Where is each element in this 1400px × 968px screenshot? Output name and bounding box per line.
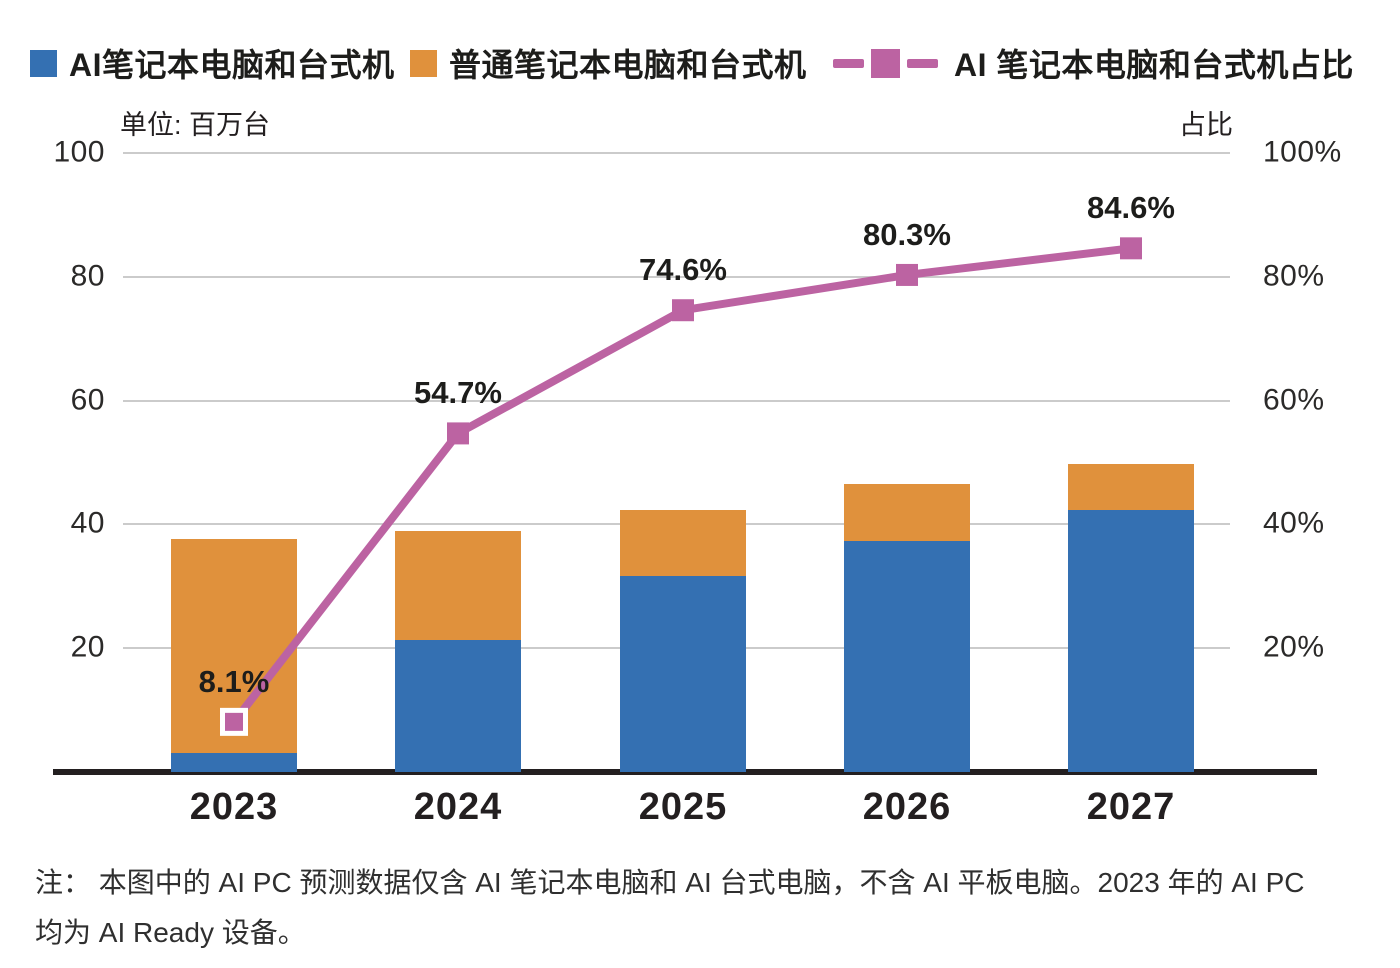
gridline — [123, 152, 1230, 154]
ratio-point-label: 80.3% — [863, 216, 951, 252]
x-axis-label-2024: 2024 — [413, 786, 503, 828]
ratio-point-label: 54.7% — [414, 375, 502, 411]
gridline — [123, 399, 1230, 402]
left-tick-label: 100 — [53, 135, 105, 169]
legend-item-label: AI 笔记本电脑和台式机占比 — [954, 47, 1354, 83]
bar-2026-ai-segment — [844, 541, 970, 772]
left-axis-unit-label: 单位: 百万台 — [120, 110, 271, 140]
bar-2027-normal-segment — [1068, 463, 1194, 511]
footnote: 注： 本图中的 AI PC 预测数据仅含 AI 笔记本电脑和 AI 台式电脑，不… — [35, 858, 1375, 958]
legend-item-label: AI笔记本电脑和台式机 — [69, 47, 395, 83]
legend-item-ai-ratio: AI 笔记本电脑和台式机占比 — [833, 44, 1354, 83]
bar-2024-normal-segment — [395, 530, 521, 641]
right-axis-unit-label: 占比 — [1179, 110, 1233, 140]
ratio-marker — [1120, 237, 1142, 260]
bar-2025-normal-segment — [620, 510, 746, 577]
left-tick-label: 20 — [70, 630, 105, 664]
x-axis-label-2027: 2027 — [1086, 786, 1176, 828]
left-tick-label: 40 — [70, 506, 105, 540]
left-tick-label: 80 — [70, 259, 105, 293]
bar-2024-ai-segment — [395, 640, 521, 772]
ratio-point-label: 74.6% — [639, 252, 727, 288]
ratio-marker — [447, 422, 469, 445]
legend-item-label: 普通笔记本电脑和台式机 — [449, 47, 807, 83]
right-tick-label: 80% — [1263, 259, 1325, 293]
x-axis-baseline — [53, 769, 1317, 775]
ratio-point-label: 84.6% — [1087, 190, 1175, 226]
right-tick-label: 100% — [1263, 135, 1342, 169]
ai-pc-swatch-icon — [30, 49, 57, 77]
right-tick-label: 60% — [1263, 382, 1325, 416]
ratio-marker — [672, 299, 694, 322]
bar-2025-ai-segment — [620, 576, 746, 772]
right-tick-label: 20% — [1263, 630, 1325, 664]
footnote-line: 注： 本图中的 AI PC 预测数据仅含 AI 笔记本电脑和 AI 台式电脑，不… — [35, 867, 1305, 898]
line-square-marker-icon — [871, 48, 900, 78]
line-dash-icon — [833, 58, 864, 68]
legend-item-normal-pc: 普通笔记本电脑和台式机 — [410, 44, 807, 83]
bar-2023-normal-segment — [171, 538, 297, 753]
line-dash-icon — [907, 58, 938, 68]
right-tick-label: 40% — [1263, 506, 1325, 540]
ratio-point-label: 8.1% — [198, 663, 270, 699]
x-axis-label-2023: 2023 — [189, 786, 279, 828]
bar-2026-normal-segment — [844, 484, 970, 542]
left-tick-label: 60 — [70, 382, 105, 416]
footnote-line: 均为 AI Ready 设备。 — [35, 917, 306, 948]
bar-2027-ai-segment — [1068, 510, 1194, 772]
bar-2023-ai-segment — [171, 752, 297, 772]
x-axis-label-2025: 2025 — [638, 786, 728, 828]
normal-pc-swatch-icon — [410, 49, 437, 77]
x-axis-label-2026: 2026 — [862, 786, 952, 828]
line-marker-sample-icon — [833, 48, 938, 78]
legend-item-ai-pc: AI笔记本电脑和台式机 — [30, 44, 395, 83]
